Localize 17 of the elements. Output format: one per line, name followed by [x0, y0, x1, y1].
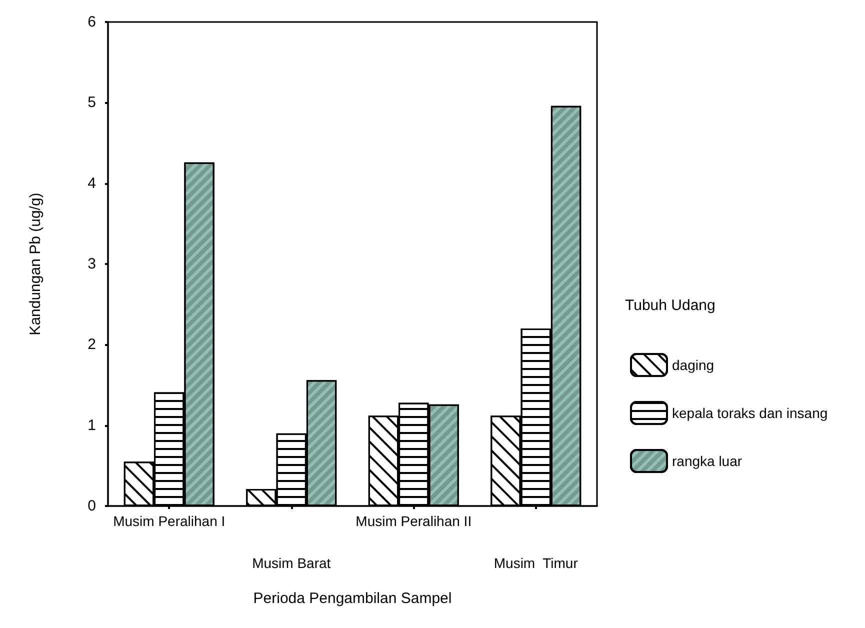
legend-label: rangka luar: [672, 453, 742, 469]
x-axis-title: Perioda Pengambilan Sampel: [253, 590, 452, 607]
legend-title: Tubuh Udang: [625, 297, 716, 314]
x-tick-label: Musim Barat: [252, 555, 331, 571]
y-tick-label: 4: [88, 174, 96, 192]
x-tick-label: Musim Timur: [494, 555, 578, 571]
legend-label: daging: [672, 357, 714, 373]
y-tick-label: 6: [88, 14, 96, 30]
y-tick-label: 1: [88, 416, 96, 434]
x-tick-label: Musim Peralihan I: [113, 513, 226, 529]
y-tick-label: 5: [88, 94, 96, 112]
y-tick-label: 3: [88, 256, 96, 272]
x-tick-label: Musim Peralihan II: [356, 513, 472, 529]
y-tick-label: 2: [88, 336, 96, 354]
y-axis-title: Kandungan Pb (ug/g): [27, 192, 44, 336]
y-tick-label: 0: [88, 498, 96, 514]
legend-label: kepala toraks dan insang: [672, 405, 828, 421]
